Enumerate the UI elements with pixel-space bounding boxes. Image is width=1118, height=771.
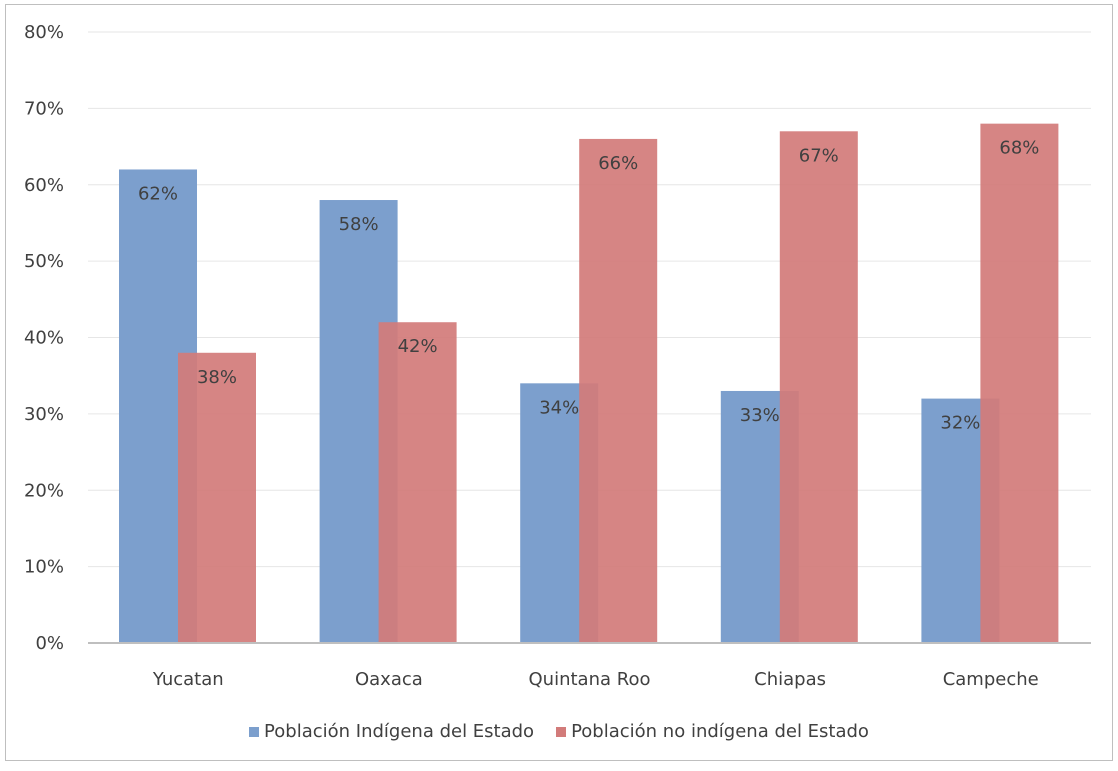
- y-tick-label: 50%: [24, 251, 64, 272]
- legend-item-indigenous: Población Indígena del Estado: [249, 721, 534, 742]
- legend-label-non-indigenous: Población no indígena del Estado: [571, 721, 869, 742]
- y-axis-tick-labels: 0% 10% 20% 30% 40% 50% 60% 70% 80%: [24, 22, 64, 654]
- data-labels: 62% 38% 58% 42% 34% 66% 33% 67% 32% 68%: [138, 138, 1039, 434]
- legend-label-indigenous: Población Indígena del Estado: [264, 721, 535, 742]
- x-axis-category-labels: Yucatan Oaxaca Quintana Roo Chiapas Campeche: [152, 669, 1039, 690]
- x-category-label: Yucatan: [152, 669, 224, 690]
- bar-non-indigenous: [980, 123, 1059, 643]
- data-label-indigenous: 32%: [940, 413, 980, 434]
- legend: Población Indígena del Estado Población …: [6, 721, 1112, 742]
- data-label-indigenous: 33%: [740, 405, 780, 426]
- data-label-non-indigenous: 38%: [197, 367, 237, 388]
- bar-chart: 0% 10% 20% 30% 40% 50% 60% 70% 80% Yucatan Oaxaca…: [24, 22, 1091, 690]
- bar-non-indigenous: [779, 131, 858, 643]
- data-label-non-indigenous: 68%: [999, 138, 1039, 159]
- legend-swatch-non-indigenous: [556, 726, 567, 737]
- bar-non-indigenous: [178, 352, 256, 643]
- y-tick-label: 40%: [24, 328, 64, 349]
- y-tick-label: 20%: [24, 480, 64, 501]
- data-label-indigenous: 58%: [339, 214, 379, 235]
- x-category-label: Quintana Roo: [529, 669, 651, 690]
- chart-frame: 0% 10% 20% 30% 40% 50% 60% 70% 80% Yucatan Oaxaca…: [5, 4, 1113, 761]
- x-category-label: Oaxaca: [355, 669, 423, 690]
- bars: [119, 123, 1059, 644]
- bar-non-indigenous: [579, 138, 658, 644]
- x-category-label: Campeche: [943, 669, 1039, 690]
- y-tick-label: 60%: [24, 175, 64, 196]
- x-category-label: Chiapas: [754, 669, 826, 690]
- y-tick-label: 70%: [24, 98, 64, 119]
- y-tick-label: 0%: [35, 633, 64, 654]
- y-tick-label: 30%: [24, 404, 64, 425]
- data-label-non-indigenous: 66%: [598, 153, 638, 174]
- y-tick-label: 80%: [24, 22, 64, 43]
- legend-item-non-indigenous: Población no indígena del Estado: [556, 721, 869, 742]
- data-label-non-indigenous: 42%: [398, 336, 438, 357]
- bar-non-indigenous: [378, 322, 457, 643]
- data-label-indigenous: 62%: [138, 183, 178, 204]
- legend-swatch-indigenous: [249, 726, 260, 737]
- data-label-indigenous: 34%: [539, 397, 579, 418]
- data-label-non-indigenous: 67%: [799, 145, 839, 166]
- y-tick-label: 10%: [24, 557, 64, 578]
